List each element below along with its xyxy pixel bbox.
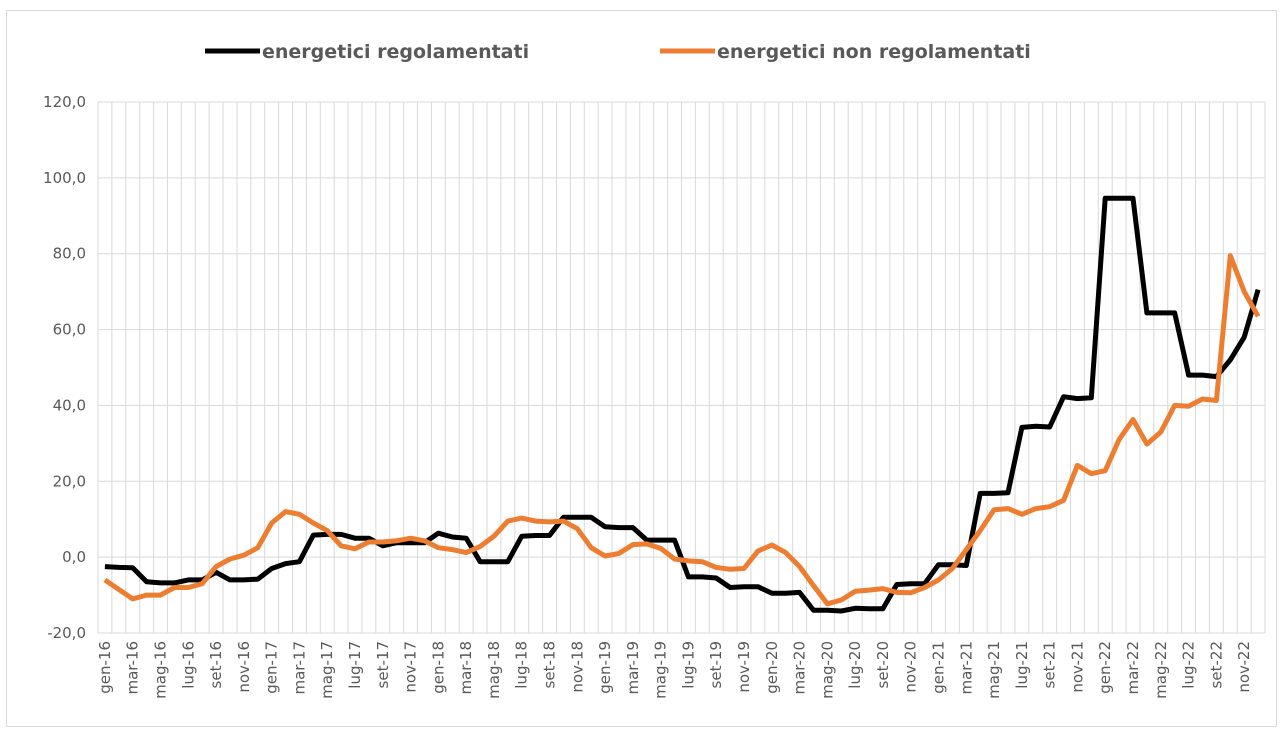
- y-tick-label: 100,0: [43, 169, 86, 187]
- x-tick-label: lug-17: [346, 641, 364, 689]
- x-tick-label: gen-19: [596, 641, 614, 694]
- x-tick-label: nov-22: [1235, 641, 1253, 693]
- x-tick-label: gen-20: [763, 641, 781, 694]
- x-tick-label: mag-22: [1152, 641, 1170, 699]
- y-tick-label: 20,0: [53, 472, 86, 490]
- x-tick-label: lug-21: [1013, 641, 1031, 689]
- x-tick-label: mag-20: [818, 641, 836, 699]
- x-tick-label: set-17: [374, 641, 392, 688]
- y-tick-label: 120,0: [43, 93, 86, 111]
- x-tick-label: lug-18: [513, 641, 531, 689]
- x-tick-label: lug-16: [179, 641, 197, 689]
- chart-border: [6, 10, 1277, 727]
- x-tick-label: mar-20: [791, 641, 809, 695]
- x-tick-label: lug-19: [679, 641, 697, 689]
- x-tick-label: mag-16: [152, 641, 170, 699]
- x-tick-label: mar-16: [124, 641, 142, 695]
- x-tick-label: lug-22: [1180, 641, 1198, 689]
- x-tick-label: mag-21: [985, 641, 1003, 699]
- x-tick-label: nov-16: [235, 641, 253, 693]
- legend-label: energetici regolamentati: [262, 41, 529, 63]
- x-tick-label: nov-20: [902, 641, 920, 693]
- x-tick-label: gen-22: [1096, 641, 1114, 694]
- x-tick-label: mar-22: [1124, 641, 1142, 695]
- y-tick-label: 80,0: [53, 245, 86, 263]
- x-tick-label: nov-21: [1068, 641, 1086, 693]
- x-tick-label: nov-18: [568, 641, 586, 693]
- legend-label: energetici non regolamentati: [717, 41, 1031, 63]
- x-tick-label: mar-21: [957, 641, 975, 695]
- x-tick-label: mar-17: [290, 641, 308, 695]
- y-tick-label: 40,0: [53, 396, 86, 414]
- y-tick-label: 0,0: [62, 548, 86, 566]
- x-tick-label: gen-17: [263, 641, 281, 694]
- series-line: [103, 253, 1261, 607]
- x-tick-label: nov-19: [735, 641, 753, 693]
- x-tick-label: set-16: [207, 641, 225, 688]
- x-tick-label: set-21: [1041, 641, 1059, 688]
- x-tick-label: nov-17: [402, 641, 420, 693]
- x-tick-label: mar-18: [457, 641, 475, 695]
- x-tick-label: mar-19: [624, 641, 642, 695]
- x-tick-label: gen-21: [930, 641, 948, 694]
- x-tick-label: set-19: [707, 641, 725, 688]
- x-tick-label: gen-16: [96, 641, 114, 694]
- x-tick-label: lug-20: [846, 641, 864, 689]
- x-tick-label: set-20: [874, 641, 892, 688]
- x-tick-label: set-22: [1207, 641, 1225, 688]
- x-tick-label: mag-18: [485, 641, 503, 699]
- y-tick-label: 60,0: [53, 321, 86, 339]
- x-tick-label: set-18: [541, 641, 559, 688]
- y-tick-label: -20,0: [47, 624, 86, 642]
- x-tick-label: mag-19: [652, 641, 670, 699]
- x-tick-label: gen-18: [429, 641, 447, 694]
- x-tick-label: mag-17: [318, 641, 336, 699]
